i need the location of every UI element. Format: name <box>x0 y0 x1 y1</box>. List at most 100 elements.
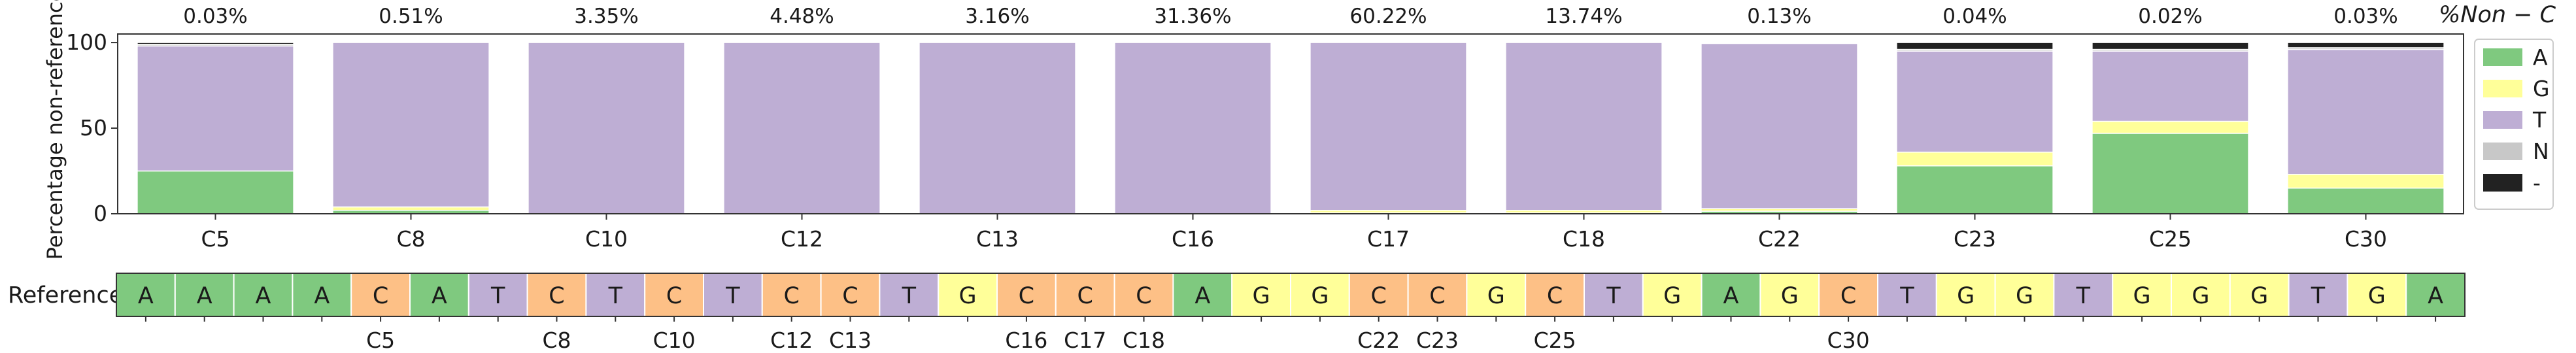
legend-swatch-G <box>2483 80 2522 97</box>
x-tick-label-C13: C13 <box>976 226 1019 252</box>
ref-cell <box>1407 273 1468 317</box>
ref-cell <box>526 273 587 317</box>
ref-base-letter: C <box>1840 283 1856 309</box>
ref-base-letter: C <box>1547 283 1563 309</box>
bar-C23-gap <box>1896 42 2054 50</box>
ref-cell <box>644 273 705 317</box>
ref-base-letter: G <box>2016 283 2033 309</box>
bar-C8-T <box>332 42 490 208</box>
ref-site-label-C30: C30 <box>1827 328 1870 353</box>
ref-base-letter: G <box>1487 283 1505 309</box>
ref-cell <box>292 273 352 317</box>
bar-C30-gap <box>2287 42 2445 48</box>
top-annotation-C16: 31.36% <box>1154 5 1231 28</box>
ref-base-letter: C <box>1429 283 1445 309</box>
top-annotation-C12: 4.48% <box>770 5 834 28</box>
ref-base-letter: G <box>1663 283 1681 309</box>
ref-cell <box>2288 273 2348 317</box>
ref-base-letter: C <box>1370 283 1386 309</box>
ref-base-letter: G <box>1253 283 1270 309</box>
ref-cell <box>585 273 646 317</box>
reference-border <box>116 273 2466 317</box>
x-axis-ticks: C5 C8 C10 C12 C13 C16 C17 C18 C22 C23 C25 C30 <box>201 214 2387 252</box>
legend-swatch-gap <box>2483 174 2522 192</box>
ref-base-letter: G <box>1957 283 1974 309</box>
ref-cell <box>350 273 411 317</box>
x-tick-label-C5: C5 <box>201 226 229 252</box>
ref-site-label-C17: C17 <box>1064 328 1106 353</box>
ref-base-letter: T <box>490 283 505 309</box>
ref-base-letter: A <box>138 283 154 309</box>
top-annotation-C22: 0.13% <box>1747 5 1811 28</box>
ref-base-letter: C <box>1136 283 1151 309</box>
x-tick-label-C16: C16 <box>1172 226 1214 252</box>
bar-C30-A <box>2287 187 2445 214</box>
bar-C18-T <box>1505 42 1663 211</box>
ref-base-letter: A <box>197 283 212 309</box>
legend-label-gap: - <box>2533 170 2541 195</box>
ref-cell <box>996 273 1057 317</box>
ref-site-label-C13: C13 <box>829 328 872 353</box>
bar-C8-G <box>332 206 490 211</box>
ref-site-label-C22: C22 <box>1357 328 1400 353</box>
ref-base-letter: T <box>725 283 740 309</box>
ref-base-letter: T <box>2311 283 2326 309</box>
top-annotations: 0.03% 0.51% 3.35% 4.48% 3.16% 31.36% 60.22% 13.… <box>183 5 2398 28</box>
ref-base-letter: G <box>1311 283 1329 309</box>
bar-C16-T <box>1114 42 1272 214</box>
ref-base-letter: C <box>842 283 858 309</box>
bar-C10-T <box>528 42 685 214</box>
ref-base-letter: T <box>1899 283 1914 309</box>
bar-C23-G <box>1896 151 2054 167</box>
ref-base-letter: C <box>666 283 682 309</box>
ref-base-letter: T <box>1606 283 1621 309</box>
bar-C25-A <box>2092 133 2249 214</box>
ref-base-letter: A <box>256 283 271 309</box>
ref-cell <box>703 273 763 317</box>
legend-swatch-N <box>2483 143 2522 160</box>
ref-cell <box>2112 273 2172 317</box>
top-annotation-C13: 3.16% <box>965 5 1029 28</box>
ref-base-letter: T <box>902 283 917 309</box>
x-tick-label-C25: C25 <box>2149 226 2192 252</box>
top-annotation-C18: 13.74% <box>1545 5 1622 28</box>
bar-C5-T <box>137 45 294 172</box>
legend-label-A: A <box>2533 44 2548 70</box>
y-tick-label: 0 <box>93 201 107 226</box>
bar-C25-gap <box>2092 42 2249 50</box>
reference-label: Reference <box>8 282 123 309</box>
y-axis: 0 50 100 <box>66 29 118 226</box>
reference-site-labels: C5 C8 C10 C12 C13 C16 C17 C18 C22 C23 C25 C30 <box>144 316 2437 353</box>
ref-base-letter: C <box>1077 283 1093 309</box>
bar-C25-G <box>2092 120 2249 134</box>
ref-base-letter: A <box>2428 283 2443 309</box>
ref-base-letter: G <box>959 283 977 309</box>
bar-C5-A <box>137 170 294 214</box>
bar-C22-N <box>1701 42 1858 44</box>
ref-base-letter: G <box>2192 283 2209 309</box>
bar-C12-T <box>723 42 881 214</box>
plot-bars <box>137 42 2445 214</box>
ref-cell <box>879 273 940 317</box>
ref-cell <box>1113 273 1174 317</box>
bar-C23-A <box>1896 165 2054 214</box>
ref-site-label-C12: C12 <box>770 328 813 353</box>
right-axis-title: %Non − C <box>2439 2 2556 28</box>
ref-cell <box>1290 273 1350 317</box>
legend-label-T: T <box>2532 107 2547 133</box>
x-tick-label-C12: C12 <box>781 226 823 252</box>
top-annotation-C5: 0.03% <box>183 5 247 28</box>
ref-base-letter: G <box>2133 283 2151 309</box>
ref-site-label-C10: C10 <box>653 328 696 353</box>
legend-label-G: G <box>2533 76 2550 101</box>
bar-C5-gap <box>137 42 294 45</box>
ref-site-label-C23: C23 <box>1416 328 1459 353</box>
x-tick-label-C30: C30 <box>2345 226 2387 252</box>
legend-swatch-A <box>2483 48 2522 66</box>
ref-base-letter: A <box>1723 283 1739 309</box>
ref-cell <box>467 273 528 317</box>
ref-base-letter: G <box>2368 283 2386 309</box>
